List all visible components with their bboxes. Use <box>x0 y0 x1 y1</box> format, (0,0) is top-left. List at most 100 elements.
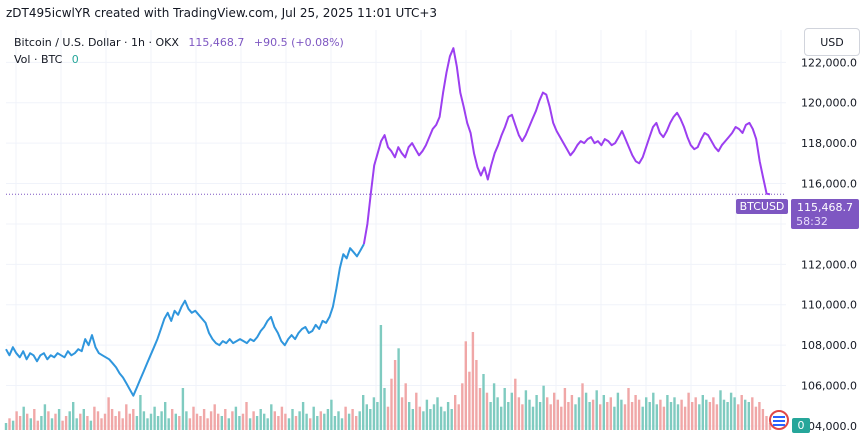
volume-bar <box>538 402 542 430</box>
volume-bar <box>386 406 390 430</box>
volume-bar <box>464 341 467 430</box>
volume-bar <box>719 390 722 430</box>
volume-bar <box>666 395 669 430</box>
volume-bar <box>687 392 690 430</box>
volume-bar <box>683 406 687 430</box>
volume-bar <box>40 416 43 430</box>
volume-bar <box>209 411 213 430</box>
volume-bar <box>744 399 747 430</box>
price-change: +90.5 (+0.08%) <box>253 36 344 49</box>
volume-bar <box>659 399 662 430</box>
volume-bar <box>36 420 39 430</box>
volume-bar <box>542 385 545 430</box>
volume-bar <box>411 409 414 430</box>
volume-bar <box>103 413 107 430</box>
price-tag-symbol: BTCUSD <box>740 200 785 213</box>
volume-bar <box>344 406 347 430</box>
volume-bar <box>89 420 93 430</box>
price-axis-tick: 116,000.0 <box>801 178 857 191</box>
volume-bar <box>673 397 676 430</box>
volume-bar <box>390 378 393 430</box>
last-price-value: 115,468.7 <box>188 36 245 49</box>
volume-bar <box>556 399 559 430</box>
volume-bar <box>273 411 276 430</box>
price-axis-tick: 110,000.0 <box>801 299 857 312</box>
volume-bar <box>376 402 379 430</box>
volume-bar <box>181 388 185 430</box>
volume-bar <box>567 402 570 430</box>
currency-button[interactable]: USD <box>804 28 860 56</box>
volume-bar <box>620 399 623 430</box>
volume-bar <box>535 395 538 430</box>
volume-bar <box>153 406 156 430</box>
volume-bar <box>768 423 772 430</box>
volume-bar <box>231 411 234 430</box>
volume-bar <box>662 406 666 430</box>
volume-bar <box>478 388 482 430</box>
volume-bar <box>110 409 114 430</box>
volume-bar <box>75 418 78 430</box>
volume-bar <box>404 383 407 430</box>
volume-bar <box>708 402 712 430</box>
volume-bar <box>167 418 170 430</box>
volume-bar <box>312 406 315 430</box>
volume-bar <box>8 418 11 430</box>
volume-bar <box>252 411 255 430</box>
volume-bar <box>255 416 259 430</box>
price-axis-tick: 122,000.0 <box>801 56 857 69</box>
volume-bar <box>241 413 245 430</box>
volume-bar <box>482 374 485 430</box>
volume-bar <box>754 406 758 430</box>
volume-bar <box>521 404 524 430</box>
price-axis-tick: 120,000.0 <box>801 97 857 110</box>
volume-bar <box>415 392 418 430</box>
volume-bar <box>613 406 616 430</box>
volume-legend: Vol · BTC 0 <box>14 53 79 66</box>
volume-bar <box>326 409 330 430</box>
volume-bar <box>100 418 103 430</box>
volume-bar <box>128 413 131 430</box>
volume-bar <box>195 413 199 430</box>
price-axis-tick: 108,000.0 <box>801 339 857 352</box>
volume-bar <box>418 406 421 430</box>
volume-bar <box>135 416 139 430</box>
volume-bar <box>259 409 262 430</box>
volume-bar <box>446 402 450 430</box>
volume-bar <box>68 411 71 430</box>
volume-bar <box>500 406 503 430</box>
volume-tag: 0 <box>792 418 810 433</box>
volume-bar <box>18 416 22 430</box>
volume-bar <box>362 395 365 430</box>
volume-bar <box>623 404 627 430</box>
volume-bar <box>581 383 584 430</box>
volume-bar <box>652 392 655 430</box>
volume-bar <box>560 406 563 430</box>
volume-bar <box>188 418 192 430</box>
volume-bar <box>202 409 206 430</box>
volume-bar <box>574 404 577 430</box>
volume-bar <box>164 402 167 430</box>
volume-bar <box>22 406 25 430</box>
volume-bar <box>26 413 29 430</box>
volume-bar <box>758 402 761 430</box>
volume-bar <box>408 402 411 430</box>
volume-bar <box>139 395 142 430</box>
volume-bar <box>531 406 535 430</box>
volume-bar <box>698 404 701 430</box>
volume-bar <box>206 418 209 430</box>
volume-bar <box>248 418 252 430</box>
volume-bar <box>64 416 68 430</box>
volume-bar <box>701 395 704 430</box>
volume-bar <box>584 392 588 430</box>
price-axis-tick: 106,000.0 <box>801 380 857 393</box>
volume-bar <box>630 402 634 430</box>
volume-bar <box>263 413 266 430</box>
volume-bar <box>648 402 651 430</box>
volume-bar <box>355 416 358 430</box>
volume-bar <box>761 409 765 430</box>
volume-bar <box>146 418 149 430</box>
volume-bar <box>422 411 425 430</box>
symbol-legend: Bitcoin / U.S. Dollar · 1h · OKX 115,468… <box>14 36 344 49</box>
volume-bar <box>11 420 15 430</box>
